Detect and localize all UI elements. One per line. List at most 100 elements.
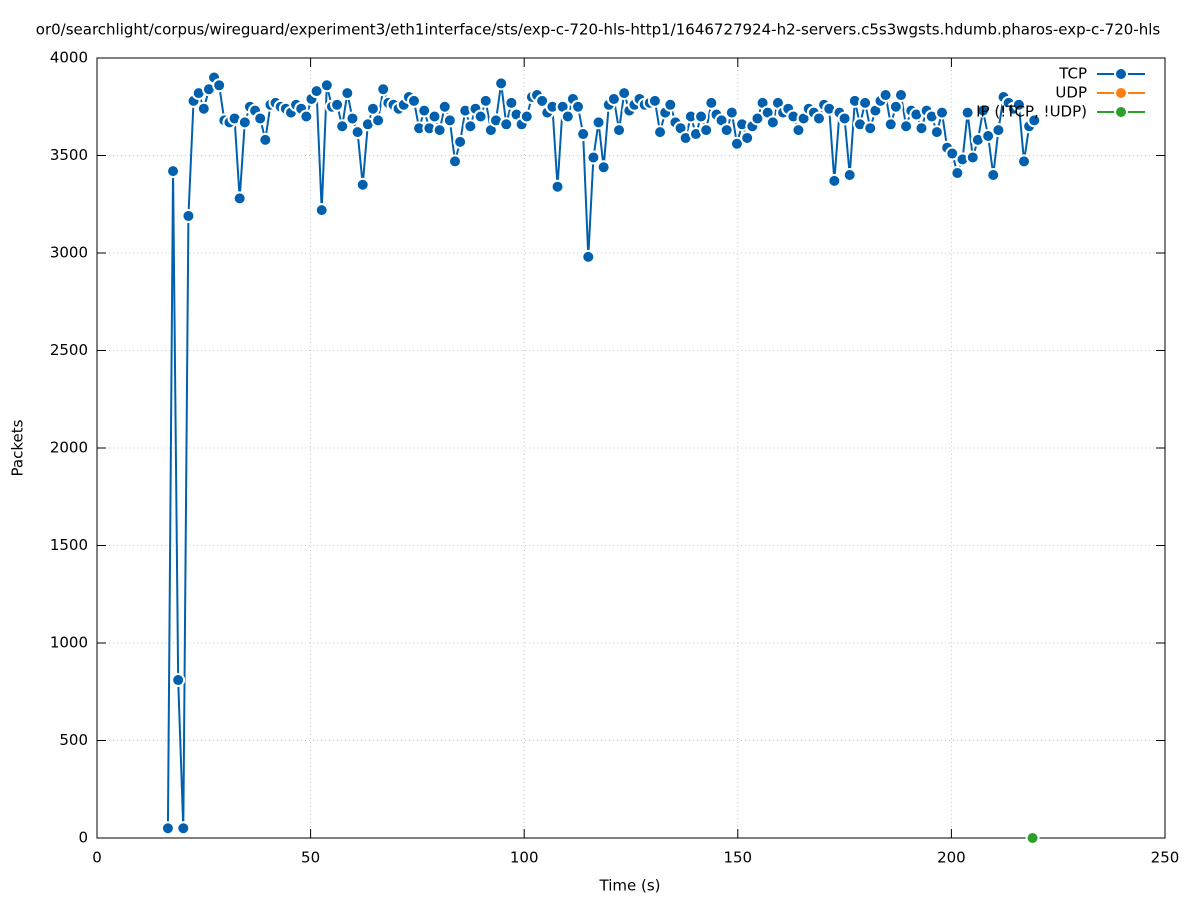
data-point	[945, 146, 960, 161]
data-point	[330, 97, 345, 112]
data-point	[858, 95, 873, 110]
data-point	[914, 121, 929, 136]
x-tick-label: 0	[92, 849, 102, 867]
y-tick-label: 3000	[50, 244, 88, 262]
y-tick-label: 500	[59, 731, 88, 749]
data-point	[935, 105, 950, 120]
data-point	[888, 99, 903, 114]
data-point	[560, 109, 575, 124]
x-tick-label: 250	[1151, 849, 1180, 867]
data-point	[976, 103, 991, 118]
data-point	[237, 115, 252, 130]
data-point	[586, 150, 601, 165]
data-point	[371, 113, 386, 128]
data-point	[606, 91, 621, 106]
x-tick-label: 200	[937, 849, 966, 867]
data-point	[309, 84, 324, 99]
data-point	[550, 179, 565, 194]
data-point	[406, 93, 421, 108]
x-tick-label: 150	[723, 849, 752, 867]
y-tick-label: 1000	[50, 634, 88, 652]
chart-title: or0/searchlight/corpus/wireguard/experim…	[36, 21, 1161, 39]
data-point	[319, 78, 334, 93]
data-point	[699, 123, 714, 138]
data-point	[427, 109, 442, 124]
data-point	[740, 130, 755, 145]
data-point	[417, 103, 432, 118]
y-tick-label: 2500	[50, 341, 88, 359]
data-point	[647, 93, 662, 108]
data-point	[519, 109, 534, 124]
data-point	[181, 208, 196, 223]
data-point	[437, 99, 452, 114]
data-point	[535, 93, 550, 108]
legend-marker	[1114, 67, 1128, 81]
x-axis-label: Time (s)	[599, 877, 661, 895]
data-point	[314, 203, 329, 218]
legend-marker	[1114, 105, 1128, 119]
y-tick-label: 2000	[50, 439, 88, 457]
data-point	[432, 123, 447, 138]
data-point	[750, 111, 765, 126]
data-point	[212, 78, 227, 93]
data-point	[504, 95, 519, 110]
data-point	[355, 177, 370, 192]
data-point	[591, 115, 606, 130]
x-tick-label: 100	[510, 849, 539, 867]
data-point	[765, 115, 780, 130]
y-tick-label: 1500	[50, 536, 88, 554]
data-point	[176, 821, 191, 836]
data-point	[950, 166, 965, 181]
data-point	[883, 117, 898, 132]
data-point	[442, 113, 457, 128]
data-point	[447, 154, 462, 169]
data-point	[842, 168, 857, 182]
data-point	[463, 119, 478, 134]
data-point	[350, 125, 365, 140]
data-point	[960, 105, 975, 120]
data-point	[653, 125, 668, 140]
data-point	[694, 109, 709, 124]
data-point	[719, 123, 734, 138]
legend-label: IP (!TCP, !UDP)	[976, 103, 1087, 121]
data-point	[571, 99, 586, 114]
data-point	[596, 160, 611, 175]
data-point	[453, 134, 468, 149]
y-axis-label: Packets	[9, 419, 27, 476]
data-point	[576, 127, 591, 142]
data-point	[494, 76, 509, 91]
data-point	[729, 136, 744, 151]
x-tick-label: 50	[301, 849, 320, 867]
data-point	[581, 249, 596, 264]
legend-label: TCP	[1058, 65, 1087, 83]
data-point	[345, 111, 360, 126]
data-point	[878, 88, 893, 103]
data-point	[478, 93, 493, 108]
data-point	[160, 821, 175, 836]
legend-marker	[1114, 86, 1128, 100]
data-point	[232, 191, 247, 206]
data-point	[340, 86, 355, 101]
data-point	[196, 101, 211, 116]
data-point	[365, 101, 380, 116]
data-point	[1027, 113, 1042, 128]
data-point	[171, 673, 186, 688]
plot-border	[96, 57, 1166, 839]
data-point	[617, 86, 632, 101]
data-point	[1017, 154, 1032, 169]
data-point	[899, 119, 914, 134]
data-point	[704, 95, 719, 110]
y-tick-label: 4000	[50, 49, 88, 67]
data-point	[986, 168, 1001, 182]
data-point	[791, 123, 806, 138]
data-point	[863, 121, 878, 136]
data-point	[258, 132, 273, 147]
series-line	[166, 76, 1036, 830]
data-point	[612, 123, 627, 138]
data-point	[253, 111, 268, 126]
data-point	[991, 123, 1006, 138]
legend-label: UDP	[1055, 84, 1087, 102]
data-point	[1011, 97, 1026, 112]
